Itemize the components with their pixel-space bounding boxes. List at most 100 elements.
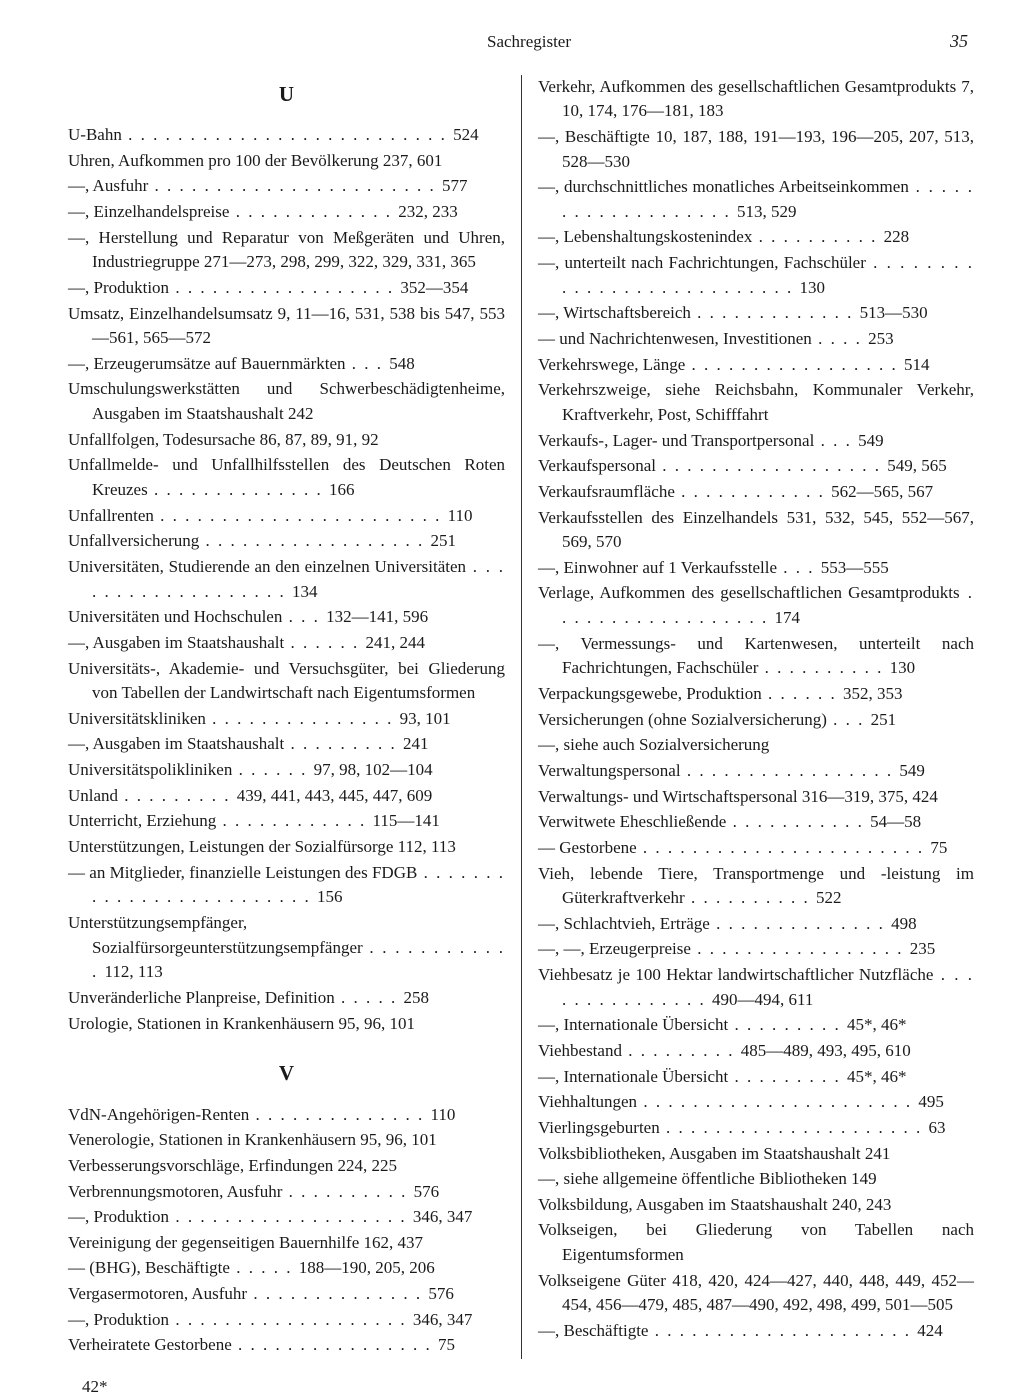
entry-label: Unfallrenten	[68, 506, 154, 525]
index-entry: Universitätskliniken . . . . . . . . . .…	[68, 707, 505, 732]
entry-dots: . . . . . . . . .	[728, 1015, 847, 1034]
index-entry: —, Beschäftigte 10, 187, 188, 191—193, 1…	[538, 125, 974, 174]
entry-label: —, Lebenshaltungskostenindex	[538, 227, 752, 246]
entry-dots: . . . . . . . . .	[284, 734, 403, 753]
entry-pages: 524	[453, 125, 479, 144]
entry-label: Versicherungen (ohne Sozialversicherung)	[538, 710, 827, 729]
entry-dots: . . .	[814, 431, 858, 450]
index-entry: Verkehrswege, Länge . . . . . . . . . . …	[538, 353, 974, 378]
index-entry: —, Produktion . . . . . . . . . . . . . …	[68, 1308, 505, 1333]
entry-label: Unterstützungsempfänger, Sozialfürsorgeu…	[68, 913, 363, 957]
section-u-entries: U-Bahn . . . . . . . . . . . . . . . . .…	[68, 123, 505, 1036]
entry-label: — (BHG), Beschäftigte	[68, 1258, 230, 1277]
index-entry: Unfallmelde- und Unfallhilfsstellen des …	[68, 453, 505, 502]
entry-label: Verbesserungsvorschläge, Erfindungen 224…	[68, 1156, 397, 1175]
entry-label: Unterricht, Erziehung	[68, 811, 216, 830]
entry-label: —, Herstellung und Reparatur von Meßgerä…	[68, 228, 505, 272]
entry-dots: . . . . . . . . . . .	[726, 812, 870, 831]
index-entry: Vieh, lebende Tiere, Transportmenge und …	[538, 862, 974, 911]
index-entry: —, siehe auch Sozialversicherung	[538, 733, 974, 758]
entry-dots: . . . . . . . . . . . . . . . . . . . . …	[637, 838, 931, 857]
entry-label: Universitäten und Hochschulen	[68, 607, 282, 626]
entry-dots: . . . . . . . . . . . . . .	[249, 1105, 430, 1124]
entry-label: Verkaufs-, Lager- und Transportpersonal	[538, 431, 814, 450]
index-entry: Verheiratete Gestorbene . . . . . . . . …	[68, 1333, 505, 1358]
entry-label: —, Produktion	[68, 1207, 169, 1226]
index-entry: —, Beschäftigte . . . . . . . . . . . . …	[538, 1319, 974, 1344]
index-entry: —, Einzelhandelspreise . . . . . . . . .…	[68, 200, 505, 225]
entry-pages: 548	[389, 354, 415, 373]
entry-label: VdN-Angehörigen-Renten	[68, 1105, 249, 1124]
entry-dots: . . . . . .	[762, 684, 843, 703]
entry-label: Volksbibliotheken, Ausgaben im Staatshau…	[538, 1144, 890, 1163]
section-v-entries-right: Verkehr, Aufkommen des gesellschaftliche…	[538, 75, 974, 1344]
entry-pages: 115—141	[372, 811, 439, 830]
entry-label: Vierlingsgeburten	[538, 1118, 660, 1137]
index-entry: —, Schlachtvieh, Erträge . . . . . . . .…	[538, 912, 974, 937]
right-column: Verkehr, Aufkommen des gesellschaftliche…	[521, 75, 974, 1359]
entry-dots: . . . . . .	[232, 760, 313, 779]
entry-dots: . . . . . . . . . . . . . .	[710, 914, 891, 933]
index-entry: Verkaufspersonal . . . . . . . . . . . .…	[538, 454, 974, 479]
entry-dots: . . . . . . . . . . . . . . . . . .	[656, 456, 887, 475]
index-entry: Verkaufsstellen des Einzelhandels 531, 5…	[538, 506, 974, 555]
index-entry: Umschulungswerkstätten und Schwerbeschäd…	[68, 377, 505, 426]
section-v-entries-left: VdN-Angehörigen-Renten . . . . . . . . .…	[68, 1103, 505, 1358]
entry-pages: 522	[816, 888, 842, 907]
index-entry: Viehbestand . . . . . . . . . 485—489, 4…	[538, 1039, 974, 1064]
entry-pages: 549, 565	[887, 456, 947, 475]
entry-dots: . . . . . . . . . . . . . . . . . . . . …	[148, 176, 442, 195]
index-entry: Universitäts-, Akademie- und Versuchsgüt…	[68, 657, 505, 706]
entry-label: Unterstützungen, Leistungen der Sozialfü…	[68, 837, 456, 856]
entry-dots: . . . . . . . . . .	[752, 227, 883, 246]
entry-label: Umschulungswerkstätten und Schwerbeschäd…	[68, 379, 505, 423]
entry-pages: 110	[448, 506, 473, 525]
index-entry: —, Vermessungs- und Kartenwesen, unterte…	[538, 632, 974, 681]
entry-pages: 130	[800, 278, 826, 297]
entry-pages: 562—565, 567	[831, 482, 933, 501]
index-entry: —, Ausgaben im Staatshaushalt . . . . . …	[68, 732, 505, 757]
entry-label: Unfallversicherung	[68, 531, 199, 550]
entry-pages: 513—530	[860, 303, 928, 322]
entry-pages: 174	[775, 608, 801, 627]
entry-label: Verwaltungs- und Wirtschaftspersonal 316…	[538, 787, 938, 806]
index-entry: Venerologie, Stationen in Krankenhäusern…	[68, 1128, 505, 1153]
entry-label: Unland	[68, 786, 118, 805]
index-entry: Volksbibliotheken, Ausgaben im Staatshau…	[538, 1142, 974, 1167]
entry-pages: 258	[403, 988, 429, 1007]
entry-pages: 110	[431, 1105, 456, 1124]
entry-dots: . . . . . . . . .	[622, 1041, 741, 1060]
index-entry: —, Ausgaben im Staatshaushalt . . . . . …	[68, 631, 505, 656]
index-entry: — und Nachrichtenwesen, Investitionen . …	[538, 327, 974, 352]
entry-label: Verkehrszweige, siehe Reichsbahn, Kommun…	[538, 380, 974, 424]
entry-label: —, Internationale Übersicht	[538, 1015, 728, 1034]
entry-label: Verkaufspersonal	[538, 456, 656, 475]
entry-pages: 188—190, 205, 206	[299, 1258, 435, 1277]
entry-dots: . . . . . . . . . . . . . . . . . .	[169, 278, 400, 297]
entry-dots: . . . . . . . . . . . . . .	[247, 1284, 428, 1303]
index-entry: —, Internationale Übersicht . . . . . . …	[538, 1013, 974, 1038]
footer-marker: 42*	[68, 1375, 974, 1400]
entry-dots: . . . . . . . . . . . . . . . . . .	[199, 531, 430, 550]
index-entry: —, Lebenshaltungskostenindex . . . . . .…	[538, 225, 974, 250]
entry-dots: . . . . . . . . . . . . . . . .	[232, 1335, 438, 1354]
entry-dots: . . . . . . . . . . . . .	[691, 303, 860, 322]
index-entry: Umsatz, Einzelhandelsumsatz 9, 11—16, 53…	[68, 302, 505, 351]
entry-label: —, Wirtschaftsbereich	[538, 303, 691, 322]
index-entry: — an Mitglieder, finanzielle Leistungen …	[68, 861, 505, 910]
index-entry: Unveränderliche Planpreise, Definition .…	[68, 986, 505, 1011]
entry-pages: 241	[403, 734, 429, 753]
index-entry: Universitäten und Hochschulen . . . 132—…	[68, 605, 505, 630]
entry-pages: 352—354	[400, 278, 468, 297]
section-letter-u: U	[68, 79, 505, 109]
entry-label: Verwitwete Eheschließende	[538, 812, 726, 831]
entry-label: —, Produktion	[68, 1310, 169, 1329]
entry-label: Universitätspolikliniken	[68, 760, 232, 779]
entry-label: Vergasermotoren, Ausfuhr	[68, 1284, 247, 1303]
content-columns: U U-Bahn . . . . . . . . . . . . . . . .…	[68, 75, 974, 1359]
entry-pages: 577	[442, 176, 468, 195]
entry-pages: 132—141, 596	[326, 607, 428, 626]
entry-label: —, durchschnittliches monatliches Arbeit…	[538, 177, 909, 196]
index-entry: Vergasermotoren, Ausfuhr . . . . . . . .…	[68, 1282, 505, 1307]
entry-label: Viehbesatz je 100 Hektar landwirtschaftl…	[538, 965, 933, 984]
